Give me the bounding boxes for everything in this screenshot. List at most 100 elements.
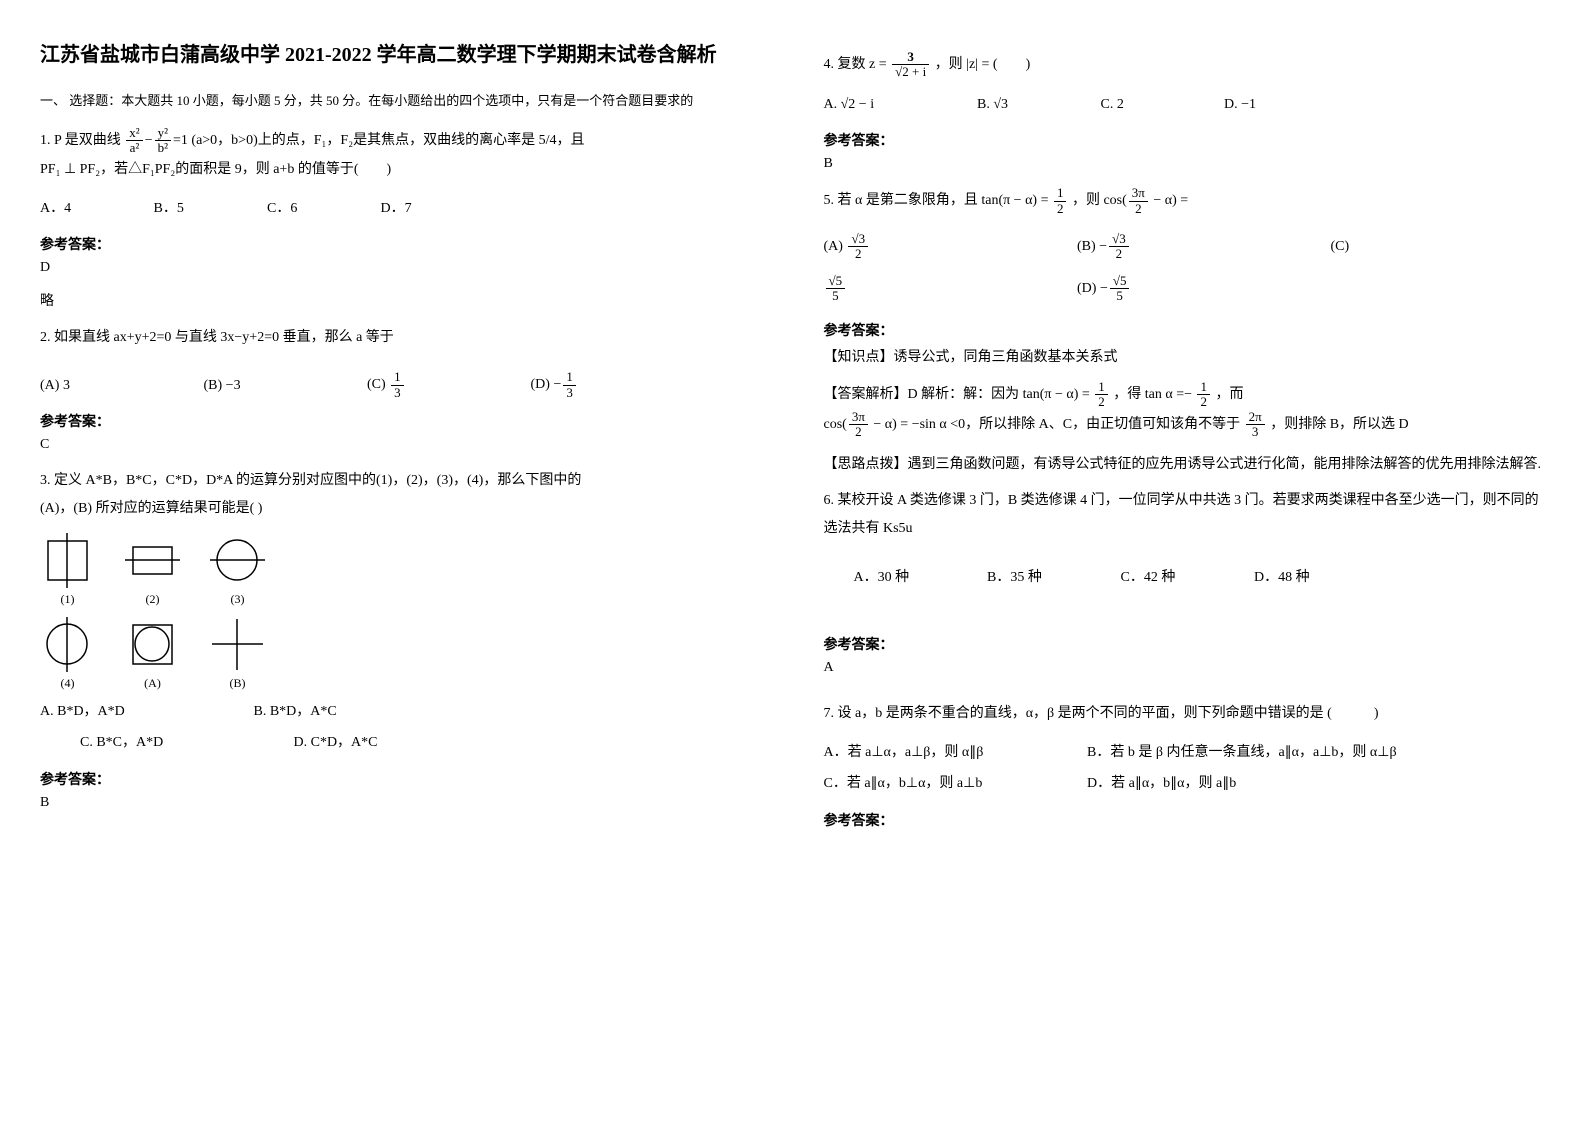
question-4: 4. 复数 z = 3√2 + i ，则 |z| = ( ) [824, 50, 1548, 80]
fig-1: (1) [40, 533, 95, 607]
fig-2: (2) [125, 533, 180, 607]
q6-optC: C．42 种 [1121, 563, 1251, 594]
q4-stem-prefix: 4. 复数 [824, 57, 866, 72]
q2-answer-label: 参考答案： [40, 411, 764, 431]
q6-options: A．30 种 B．35 种 C．42 种 D．48 种 [854, 563, 1548, 594]
q6-stem: 6. 某校开设 A 类选修课 3 门，B 类选修课 4 门，一位同学从中共选 3… [824, 493, 1539, 536]
fig-3: (3) [210, 533, 265, 607]
q2-answer: C [40, 437, 764, 453]
question-6: 6. 某校开设 A 类选修课 3 门，B 类选修课 4 门，一位同学从中共选 3… [824, 487, 1548, 543]
q5-analysis-line2-mid: −sin α <0，所以排除 A、C，由正切值可知该角不等于 [912, 417, 1240, 432]
question-2: 2. 如果直线 ax+y+2=0 与直线 3x−y+2=0 垂直，那么 a 等于 [40, 324, 764, 352]
q1-answer: D [40, 260, 764, 276]
section-1-heading: 一、 选择题：本大题共 10 小题，每小题 5 分，共 50 分。在每小题给出的… [40, 90, 764, 112]
fig-A: (A) [125, 617, 180, 691]
q4-optA: A. √2 − i [824, 90, 974, 121]
q5-optA-pre: (A) [824, 239, 843, 254]
q5-analysis-mid2: ，而 [1215, 387, 1243, 402]
q6-answer: A [824, 660, 1548, 676]
q6-optD: D．48 种 [1254, 563, 1384, 594]
q7-stem: 7. 设 a，b 是两条不重合的直线，α，β 是两个不同的平面，则下列命题中错误… [824, 706, 1379, 721]
q1-equation: x²a² [126, 126, 142, 156]
q1-stem-prefix: 1. P 是双曲线 [40, 133, 121, 148]
q5-optA: √32 [848, 232, 868, 262]
q5-optC-pre: (C) [1331, 239, 1350, 254]
q7-answer-label: 参考答案： [824, 810, 1548, 830]
fig-2-svg [125, 533, 180, 588]
question-5: 5. 若 α 是第二象限角，且 tan(π − α) = 12 ，则 cos(3… [824, 186, 1548, 216]
q2-optC: 13 [391, 370, 404, 400]
q3-optB: B. B*D，A*C [254, 697, 464, 728]
exam-page: 江苏省盐城市白蒲高级中学 2021-2022 学年高二数学理下学期期末试卷含解析… [40, 40, 1547, 836]
q7-optD: D．若 a∥α，b∥α，则 a∥b [1087, 769, 1236, 800]
q4-optB: B. √3 [977, 90, 1097, 121]
q6-answer-label: 参考答案： [824, 634, 1548, 654]
q1-answer-label: 参考答案： [40, 234, 764, 254]
q2-optC-pre: (C) [367, 378, 386, 393]
q2-optB-pre: (B) [204, 378, 223, 393]
q5-analysis-line2-end: ，则排除 B，所以选 D [1270, 417, 1408, 432]
q4-answer-label: 参考答案： [824, 130, 1548, 150]
fig-B-label: (B) [230, 676, 246, 690]
q4-answer: B [824, 156, 1548, 172]
q4-frac: 3√2 + i [892, 50, 929, 80]
fig-1-svg [40, 533, 95, 588]
q5-analysis: 【答案解析】D 解析：解：因为 tan(π − α) = 12 ，得 tan α… [824, 380, 1548, 439]
left-column: 江苏省盐城市白蒲高级中学 2021-2022 学年高二数学理下学期期末试卷含解析… [40, 40, 764, 836]
fig-2-label: (2) [146, 592, 160, 606]
q5-optC: √55 [826, 274, 846, 304]
q7-optB: B．若 b 是 β 内任意一条直线，a∥α，a⊥b，则 α⊥β [1087, 738, 1397, 769]
q1-optA: A．4 [40, 194, 150, 225]
q5-optD-pre: (D) [1077, 281, 1096, 296]
q1-optD: D．7 [381, 194, 491, 225]
q3-figures-row1: (1) (2) (3) [40, 533, 764, 607]
q2-stem: 2. 如果直线 ax+y+2=0 与直线 3x−y+2=0 垂直，那么 a 等于 [40, 330, 394, 345]
fig-A-label: (A) [144, 676, 161, 690]
fig-3-svg [210, 533, 265, 588]
q4-optD: D. −1 [1224, 90, 1324, 121]
q1-options: A．4 B．5 C．6 D．7 [40, 194, 764, 225]
q5-stem-prefix: 5. 若 α 是第二象限角，且 [824, 193, 978, 208]
fig-3-label: (3) [231, 592, 245, 606]
q1-optB: B．5 [154, 194, 264, 225]
q3-figures-row2: (4) (A) (B) [40, 617, 764, 691]
q5-knowledge: 【知识点】诱导公式，同角三角函数基本关系式 [824, 346, 1548, 366]
q6-optB: B．35 种 [987, 563, 1117, 594]
q7-optA: A．若 a⊥α，a⊥β，则 α∥β [824, 738, 1084, 769]
q5-thought: 【思路点拨】遇到三角函数问题，有诱导公式特征的应先用诱导公式进行化简，能用排除法… [824, 453, 1548, 473]
q2-optB: −3 [226, 378, 241, 393]
q5-analysis-label: 【答案解析】D 解析：解：因为 [824, 387, 1020, 402]
q1-stem-suffix: (a>0，b>0)上的点，F₁，F₂是其焦点，双曲线的离心率是 5/4，且 [191, 133, 584, 148]
q2-options: (A) 3 (B) −3 (C) 13 (D) −13 [40, 370, 764, 401]
q5-options: (A) √32 (B) −√32 (C) √55 (D) −√55 [824, 226, 1548, 310]
fig-B: (B) [210, 617, 265, 691]
q5-optB-pre: (B) [1077, 239, 1096, 254]
q3-stem-line2: (A)，(B) 所对应的运算结果可能是( ) [40, 501, 262, 516]
fig-4-label: (4) [61, 676, 75, 690]
q5-optD: √55 [1110, 274, 1130, 304]
question-3: 3. 定义 A*B，B*C，C*D，D*A 的运算分别对应图中的(1)，(2)，… [40, 467, 764, 523]
fig-A-svg [125, 617, 180, 672]
q6-optA: A．30 种 [854, 563, 984, 594]
doc-title: 江苏省盐城市白蒲高级中学 2021-2022 学年高二数学理下学期期末试卷含解析 [40, 40, 764, 70]
q1-answer-note: 略 [40, 290, 764, 310]
fig-1-label: (1) [61, 592, 75, 606]
question-7: 7. 设 a，b 是两条不重合的直线，α，β 是两个不同的平面，则下列命题中错误… [824, 700, 1548, 728]
fig-B-svg [210, 617, 265, 672]
q5-stem-mid: ，则 [1072, 193, 1100, 208]
q1-optC: C．6 [267, 194, 377, 225]
q3-answer-label: 参考答案： [40, 769, 764, 789]
q5-optB: √32 [1109, 232, 1129, 262]
q2-optD: 13 [563, 370, 576, 400]
q2-optA: 3 [63, 378, 70, 393]
question-1: 1. P 是双曲线 x²a²−y²b²=1 (a>0，b>0)上的点，F₁，F₂… [40, 126, 764, 184]
q2-optD-pre: (D) [531, 378, 550, 393]
q3-optD: D. C*D，A*C [294, 728, 504, 759]
right-column: 4. 复数 z = 3√2 + i ，则 |z| = ( ) A. √2 − i… [824, 40, 1548, 836]
q4-options: A. √2 − i B. √3 C. 2 D. −1 [824, 90, 1548, 121]
fig-4: (4) [40, 617, 95, 691]
q3-stem-prefix: 3. 定义 A*B，B*C，C*D，D*A 的运算分别对应图中的(1)，(2)，… [40, 473, 581, 488]
q2-optA-pre: (A) [40, 378, 59, 393]
q7-optC: C．若 a∥α，b⊥α，则 a⊥b [824, 769, 1084, 800]
q3-optA: A. B*D，A*D [40, 697, 250, 728]
